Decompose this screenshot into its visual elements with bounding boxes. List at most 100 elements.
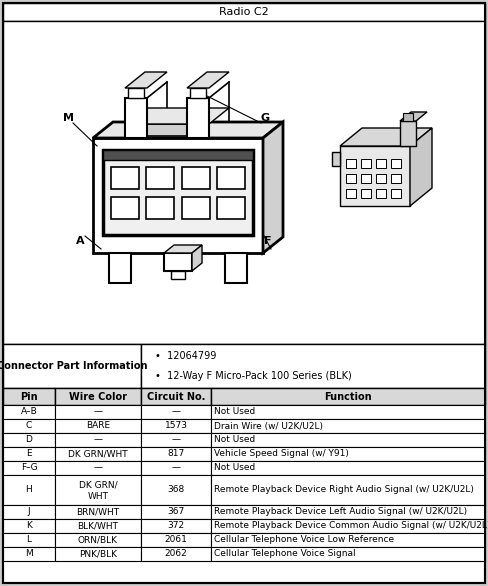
Bar [55,388,141,405]
Bar [346,159,356,168]
Text: F–G: F–G [20,464,37,472]
Text: E: E [26,449,32,458]
Text: A–B: A–B [20,407,38,417]
Text: K: K [26,522,32,530]
Polygon shape [400,112,427,121]
Bar [55,547,141,561]
Bar [146,196,174,219]
Text: Drain Wire (w/ U2K/U2L): Drain Wire (w/ U2K/U2L) [214,421,323,431]
Bar [111,166,139,189]
Bar [376,159,386,168]
Bar [340,146,410,206]
Text: Vehicle Speed Signal (w/ Y91): Vehicle Speed Signal (w/ Y91) [214,449,349,458]
Bar [391,159,401,168]
Bar [3,344,141,388]
Bar [182,166,210,189]
Bar [3,405,55,419]
Bar [141,344,485,388]
Bar [128,88,144,98]
Bar [190,88,206,98]
Text: M: M [25,550,33,558]
Text: 2061: 2061 [164,536,187,544]
Text: 2062: 2062 [164,550,187,558]
Bar [3,447,55,461]
Text: —: — [94,464,102,472]
Text: J: J [28,507,30,516]
Bar [141,405,211,419]
Polygon shape [125,108,229,124]
Bar [3,21,485,344]
Bar [211,461,485,475]
Text: —: — [94,435,102,445]
Bar [171,271,185,279]
Bar [211,405,485,419]
Bar [109,253,131,283]
Bar [125,98,147,138]
Text: BLK/WHT: BLK/WHT [78,522,119,530]
Bar [211,533,485,547]
Bar [55,533,141,547]
Bar [187,98,209,138]
Bar [103,150,253,160]
Polygon shape [125,72,167,88]
Text: ORN/BLK: ORN/BLK [78,536,118,544]
Text: Wire Color: Wire Color [69,391,127,401]
Bar [55,505,141,519]
Bar [55,461,141,475]
Text: 368: 368 [167,485,184,495]
Text: Connector Part Information: Connector Part Information [0,361,147,371]
Text: BARE: BARE [86,421,110,431]
Bar [217,196,245,219]
Bar [146,166,174,189]
Bar [225,253,247,283]
Text: Remote Playback Device Common Audio Signal (w/ U2K/U2L): Remote Playback Device Common Audio Sign… [214,522,488,530]
Text: 372: 372 [167,522,184,530]
Bar [141,433,211,447]
Bar [55,447,141,461]
Bar [217,166,245,189]
Bar [3,433,55,447]
Bar [211,419,485,433]
Bar [3,3,485,21]
Text: •  12064799: • 12064799 [155,352,216,362]
Bar [141,461,211,475]
Bar [3,388,55,405]
Bar [141,475,211,505]
Bar [376,174,386,183]
Text: Function: Function [324,391,372,401]
Bar [55,433,141,447]
Text: A: A [76,236,84,246]
Bar [111,196,139,219]
Bar [400,121,416,146]
Text: C: C [26,421,32,431]
Bar [55,519,141,533]
Polygon shape [410,128,432,206]
Text: —: — [171,435,181,445]
Bar [3,519,55,533]
Bar [3,461,55,475]
Bar [182,196,210,219]
Bar [93,138,263,253]
Bar [332,152,340,166]
Bar [103,150,253,235]
Bar [3,505,55,519]
Bar [211,519,485,533]
Text: Pin: Pin [20,391,38,401]
Text: BRN/WHT: BRN/WHT [77,507,120,516]
Text: Not Used: Not Used [214,464,255,472]
Text: D: D [25,435,32,445]
Bar [376,189,386,198]
Bar [346,189,356,198]
Text: •  12-Way F Micro-Pack 100 Series (BLK): • 12-Way F Micro-Pack 100 Series (BLK) [155,371,352,381]
Polygon shape [192,245,202,271]
Bar [211,447,485,461]
Text: Cellular Telephone Voice Low Reference: Cellular Telephone Voice Low Reference [214,536,394,544]
Polygon shape [340,128,432,146]
Text: —: — [171,407,181,417]
Bar [211,433,485,447]
Text: —: — [171,464,181,472]
Bar [164,253,192,271]
Bar [141,533,211,547]
Bar [361,189,371,198]
Bar [3,533,55,547]
